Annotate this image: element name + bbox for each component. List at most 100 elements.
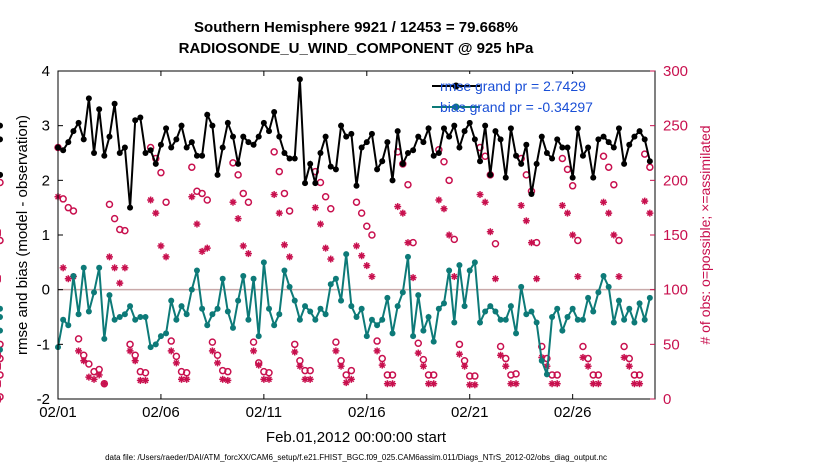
rmse-point: [0, 136, 3, 143]
asterisk-stroke: [579, 354, 586, 361]
rmse-point: [188, 139, 195, 146]
bias-point: [389, 330, 396, 337]
bias-point: [266, 305, 273, 312]
bias-point: [276, 311, 283, 318]
rmse-point: [348, 130, 355, 137]
bias-point: [65, 322, 72, 329]
obs-possible-point: [455, 340, 464, 349]
bias-point: [538, 357, 545, 364]
asterisk-stroke: [157, 242, 164, 249]
asterisk-stroke: [389, 380, 396, 387]
asterisk-stroke: [317, 221, 324, 228]
bias-point: [440, 300, 447, 307]
bias-point: [549, 314, 556, 320]
asterisk-stroke: [374, 347, 381, 354]
rmse-point: [559, 144, 566, 151]
rmse-point: [600, 133, 607, 140]
obs-possible-point: [301, 366, 309, 375]
obs-assimilated-point: [229, 198, 237, 206]
asterisk-stroke: [533, 275, 540, 282]
obs-possible-point: [224, 367, 232, 376]
y-tick-label: -2: [37, 391, 50, 408]
rmse-point: [204, 111, 211, 118]
legend-bias-label: bias grand pr = -0.34297: [440, 99, 593, 115]
asterisk-stroke: [394, 203, 401, 210]
bias-point: [60, 316, 67, 323]
asterisk-stroke: [163, 253, 170, 260]
obs-assimilated-point: [214, 359, 222, 367]
rmse-point: [307, 160, 314, 167]
bias-point: [204, 322, 211, 329]
bias-point: [214, 305, 221, 312]
obs-assimilated-point: [306, 375, 314, 383]
obs-assimilated-point: [404, 239, 412, 247]
obs-possible-point: [429, 371, 438, 379]
obs-assimilated-point: [512, 380, 520, 388]
obs-assimilated-point: [399, 209, 407, 217]
asterisk-stroke: [415, 350, 422, 357]
obs-assimilated-point: [620, 353, 628, 361]
rmse-point: [240, 133, 247, 140]
asterisk-stroke: [96, 371, 103, 378]
bias-point: [291, 297, 298, 304]
rmse-point: [358, 144, 365, 151]
bias-point: [332, 275, 339, 282]
obs-possible-point: [332, 338, 340, 346]
rmse-point: [574, 125, 581, 132]
asterisk-stroke: [528, 239, 535, 246]
bias-point: [302, 303, 309, 310]
rmse-point: [75, 119, 82, 126]
asterisk-stroke: [188, 193, 195, 200]
rmse-point: [477, 158, 484, 165]
obs-possible-point: [563, 165, 572, 174]
obs-assimilated-point: [646, 209, 654, 217]
asterisk-stroke: [127, 347, 134, 354]
obs-assimilated-point: [450, 273, 458, 281]
obs-assimilated-point: [255, 361, 263, 369]
obs-possible-point: [162, 198, 170, 206]
rmse-point: [518, 160, 525, 167]
y-tick-label: 4: [42, 63, 50, 80]
bias-point: [152, 341, 159, 348]
obs-assimilated-point: [553, 380, 561, 388]
bias-point: [600, 273, 607, 279]
rmse-point: [610, 144, 617, 151]
bias-point: [317, 305, 324, 312]
data-file-footer: data file: /Users/raeder/DAI/ATM_forcXX/…: [105, 453, 607, 462]
legend: rmse grand pr = 2.7429 bias grand pr = -…: [423, 74, 651, 120]
obs-assimilated-point: [625, 362, 633, 370]
rmse-point: [538, 133, 545, 140]
obs-assimilated-point: [491, 275, 499, 283]
bias-point: [353, 314, 360, 320]
asterisk-stroke: [348, 376, 355, 383]
bias-point: [554, 305, 561, 312]
rmse-point: [492, 128, 499, 135]
rmse-point: [60, 147, 67, 154]
obs-possible-point: [0, 340, 4, 349]
rmse-point: [368, 130, 375, 137]
legend-box: [423, 74, 651, 120]
bias-point: [641, 316, 648, 323]
obs-possible-point: [558, 154, 567, 163]
bias-point: [636, 300, 643, 307]
obs-assimilated-point: [198, 247, 206, 255]
obs-possible-point: [110, 214, 119, 223]
rmse-point: [451, 122, 458, 129]
obs-possible-point: [625, 354, 634, 363]
x-tick-label: 02/26: [554, 404, 592, 421]
obs-possible-point: [321, 192, 330, 201]
rmse-point: [410, 147, 417, 154]
bias-point: [327, 281, 334, 288]
asterisk-stroke: [404, 239, 411, 246]
obs-assimilated-point: [569, 231, 577, 239]
rmse-point: [127, 204, 134, 211]
obs-assimilated-point: [203, 244, 211, 252]
obs-possible-point: [589, 371, 597, 379]
rmse-point: [317, 150, 324, 156]
bias-point: [466, 267, 473, 274]
rmse-point: [91, 150, 98, 156]
obs-assimilated-point: [373, 347, 381, 355]
asterisk-stroke: [332, 347, 339, 354]
bias-point: [446, 267, 453, 274]
bias-point: [564, 314, 571, 320]
